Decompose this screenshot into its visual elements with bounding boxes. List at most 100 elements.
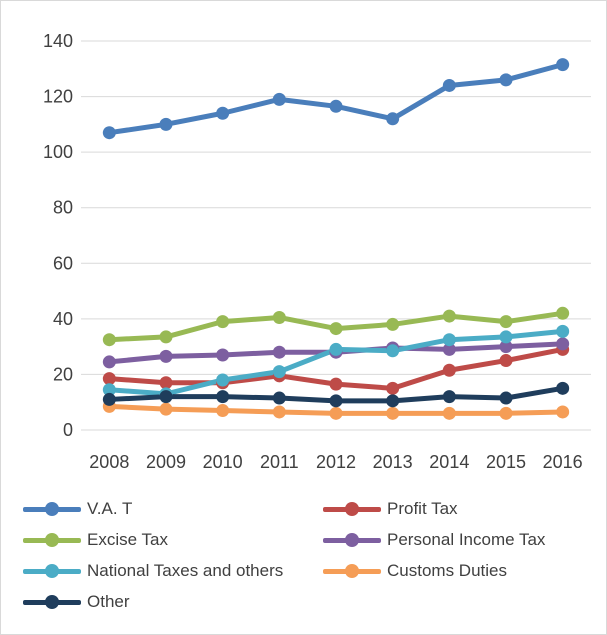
legend-swatch <box>23 532 81 547</box>
y-tick-label: 120 <box>43 87 73 107</box>
data-point <box>499 73 513 87</box>
data-point <box>272 391 286 405</box>
x-tick-label: 2012 <box>316 452 356 472</box>
y-tick-label: 100 <box>43 142 73 162</box>
x-tick-label: 2014 <box>429 452 469 472</box>
data-point <box>386 112 400 126</box>
y-tick-label: 40 <box>53 309 73 329</box>
legend-swatch <box>23 501 81 516</box>
series-line <box>106 62 566 136</box>
legend-row: National Taxes and others Customs Duties <box>23 555 603 586</box>
y-tick-label: 80 <box>53 198 73 218</box>
data-point <box>556 58 570 72</box>
data-point <box>159 117 173 131</box>
data-point <box>442 78 456 92</box>
data-point <box>329 322 343 336</box>
data-point <box>159 349 173 363</box>
y-tick-label: 20 <box>53 364 73 384</box>
data-point <box>102 126 116 140</box>
y-tick-label: 60 <box>53 253 73 273</box>
legend-item-other: Other <box>23 592 323 612</box>
x-tick-label: 2016 <box>543 452 583 472</box>
x-tick-label: 2013 <box>373 452 413 472</box>
data-point <box>102 355 116 369</box>
x-tick-label: 2008 <box>89 452 129 472</box>
data-point <box>159 330 173 344</box>
legend-item-vat: V.A. T <box>23 499 323 519</box>
x-tick-label: 2010 <box>203 452 243 472</box>
data-point <box>386 406 400 420</box>
legend-label: Other <box>87 591 130 611</box>
data-point <box>499 354 513 368</box>
data-point <box>159 376 173 390</box>
x-tick-label: 2011 <box>260 452 299 472</box>
data-point <box>386 394 400 408</box>
data-point <box>272 92 286 106</box>
data-point <box>216 348 230 362</box>
data-point <box>102 372 116 386</box>
y-tick-label: 140 <box>43 31 73 51</box>
data-point <box>159 402 173 416</box>
axes: 0 20 40 60 80 100 120 140 2008 2009 2010 2011 2012 20… <box>43 31 591 472</box>
x-tick-label: 2015 <box>486 452 526 472</box>
data-point <box>102 392 116 406</box>
data-point <box>499 315 513 329</box>
data-point <box>216 390 230 404</box>
data-point <box>386 317 400 331</box>
legend-swatch <box>23 563 81 578</box>
series-markers <box>102 58 570 420</box>
data-point <box>386 344 400 358</box>
legend-swatch <box>323 501 381 516</box>
data-point <box>159 390 173 404</box>
x-tick-label: 2009 <box>146 452 186 472</box>
data-point <box>102 333 116 347</box>
data-point <box>272 405 286 419</box>
legend-swatch <box>323 532 381 547</box>
legend-row: Other <box>23 586 603 617</box>
data-point <box>329 377 343 391</box>
data-point <box>556 306 570 320</box>
data-point <box>442 390 456 404</box>
data-point <box>216 373 230 387</box>
data-point <box>386 381 400 395</box>
data-point <box>499 340 513 354</box>
legend-item-customs-duties: Customs Duties <box>323 561 507 581</box>
legend-row: V.A. T Profit Tax <box>23 493 603 524</box>
data-point <box>556 381 570 395</box>
legend-item-national-taxes: National Taxes and others <box>23 561 323 581</box>
legend-label: Excise Tax <box>87 529 168 549</box>
legend-label: Profit Tax <box>387 498 458 518</box>
legend-label: National Taxes and others <box>87 560 284 580</box>
data-point <box>329 342 343 356</box>
legend-swatch <box>323 563 381 578</box>
data-point <box>272 310 286 324</box>
data-point <box>329 99 343 113</box>
data-point <box>329 394 343 408</box>
data-point <box>499 391 513 405</box>
data-point <box>556 337 570 351</box>
legend-item-excise-tax: Excise Tax <box>23 530 323 550</box>
legend-item-profit-tax: Profit Tax <box>323 499 458 519</box>
data-point <box>442 363 456 377</box>
data-point <box>442 342 456 356</box>
data-point <box>556 405 570 419</box>
series-lines <box>106 62 566 416</box>
data-point <box>556 324 570 338</box>
data-point <box>442 406 456 420</box>
data-point <box>216 106 230 120</box>
legend-row: Excise Tax Personal Income Tax <box>23 524 603 555</box>
y-tick-label: 0 <box>63 420 73 440</box>
data-point <box>442 309 456 323</box>
data-point <box>442 333 456 347</box>
data-point <box>329 406 343 420</box>
data-point <box>272 365 286 379</box>
data-point <box>499 330 513 344</box>
legend-swatch <box>23 594 81 609</box>
data-point <box>499 406 513 420</box>
gridlines <box>81 40 591 375</box>
data-point <box>272 345 286 359</box>
data-point <box>216 404 230 418</box>
legend-label: Personal Income Tax <box>387 529 546 549</box>
